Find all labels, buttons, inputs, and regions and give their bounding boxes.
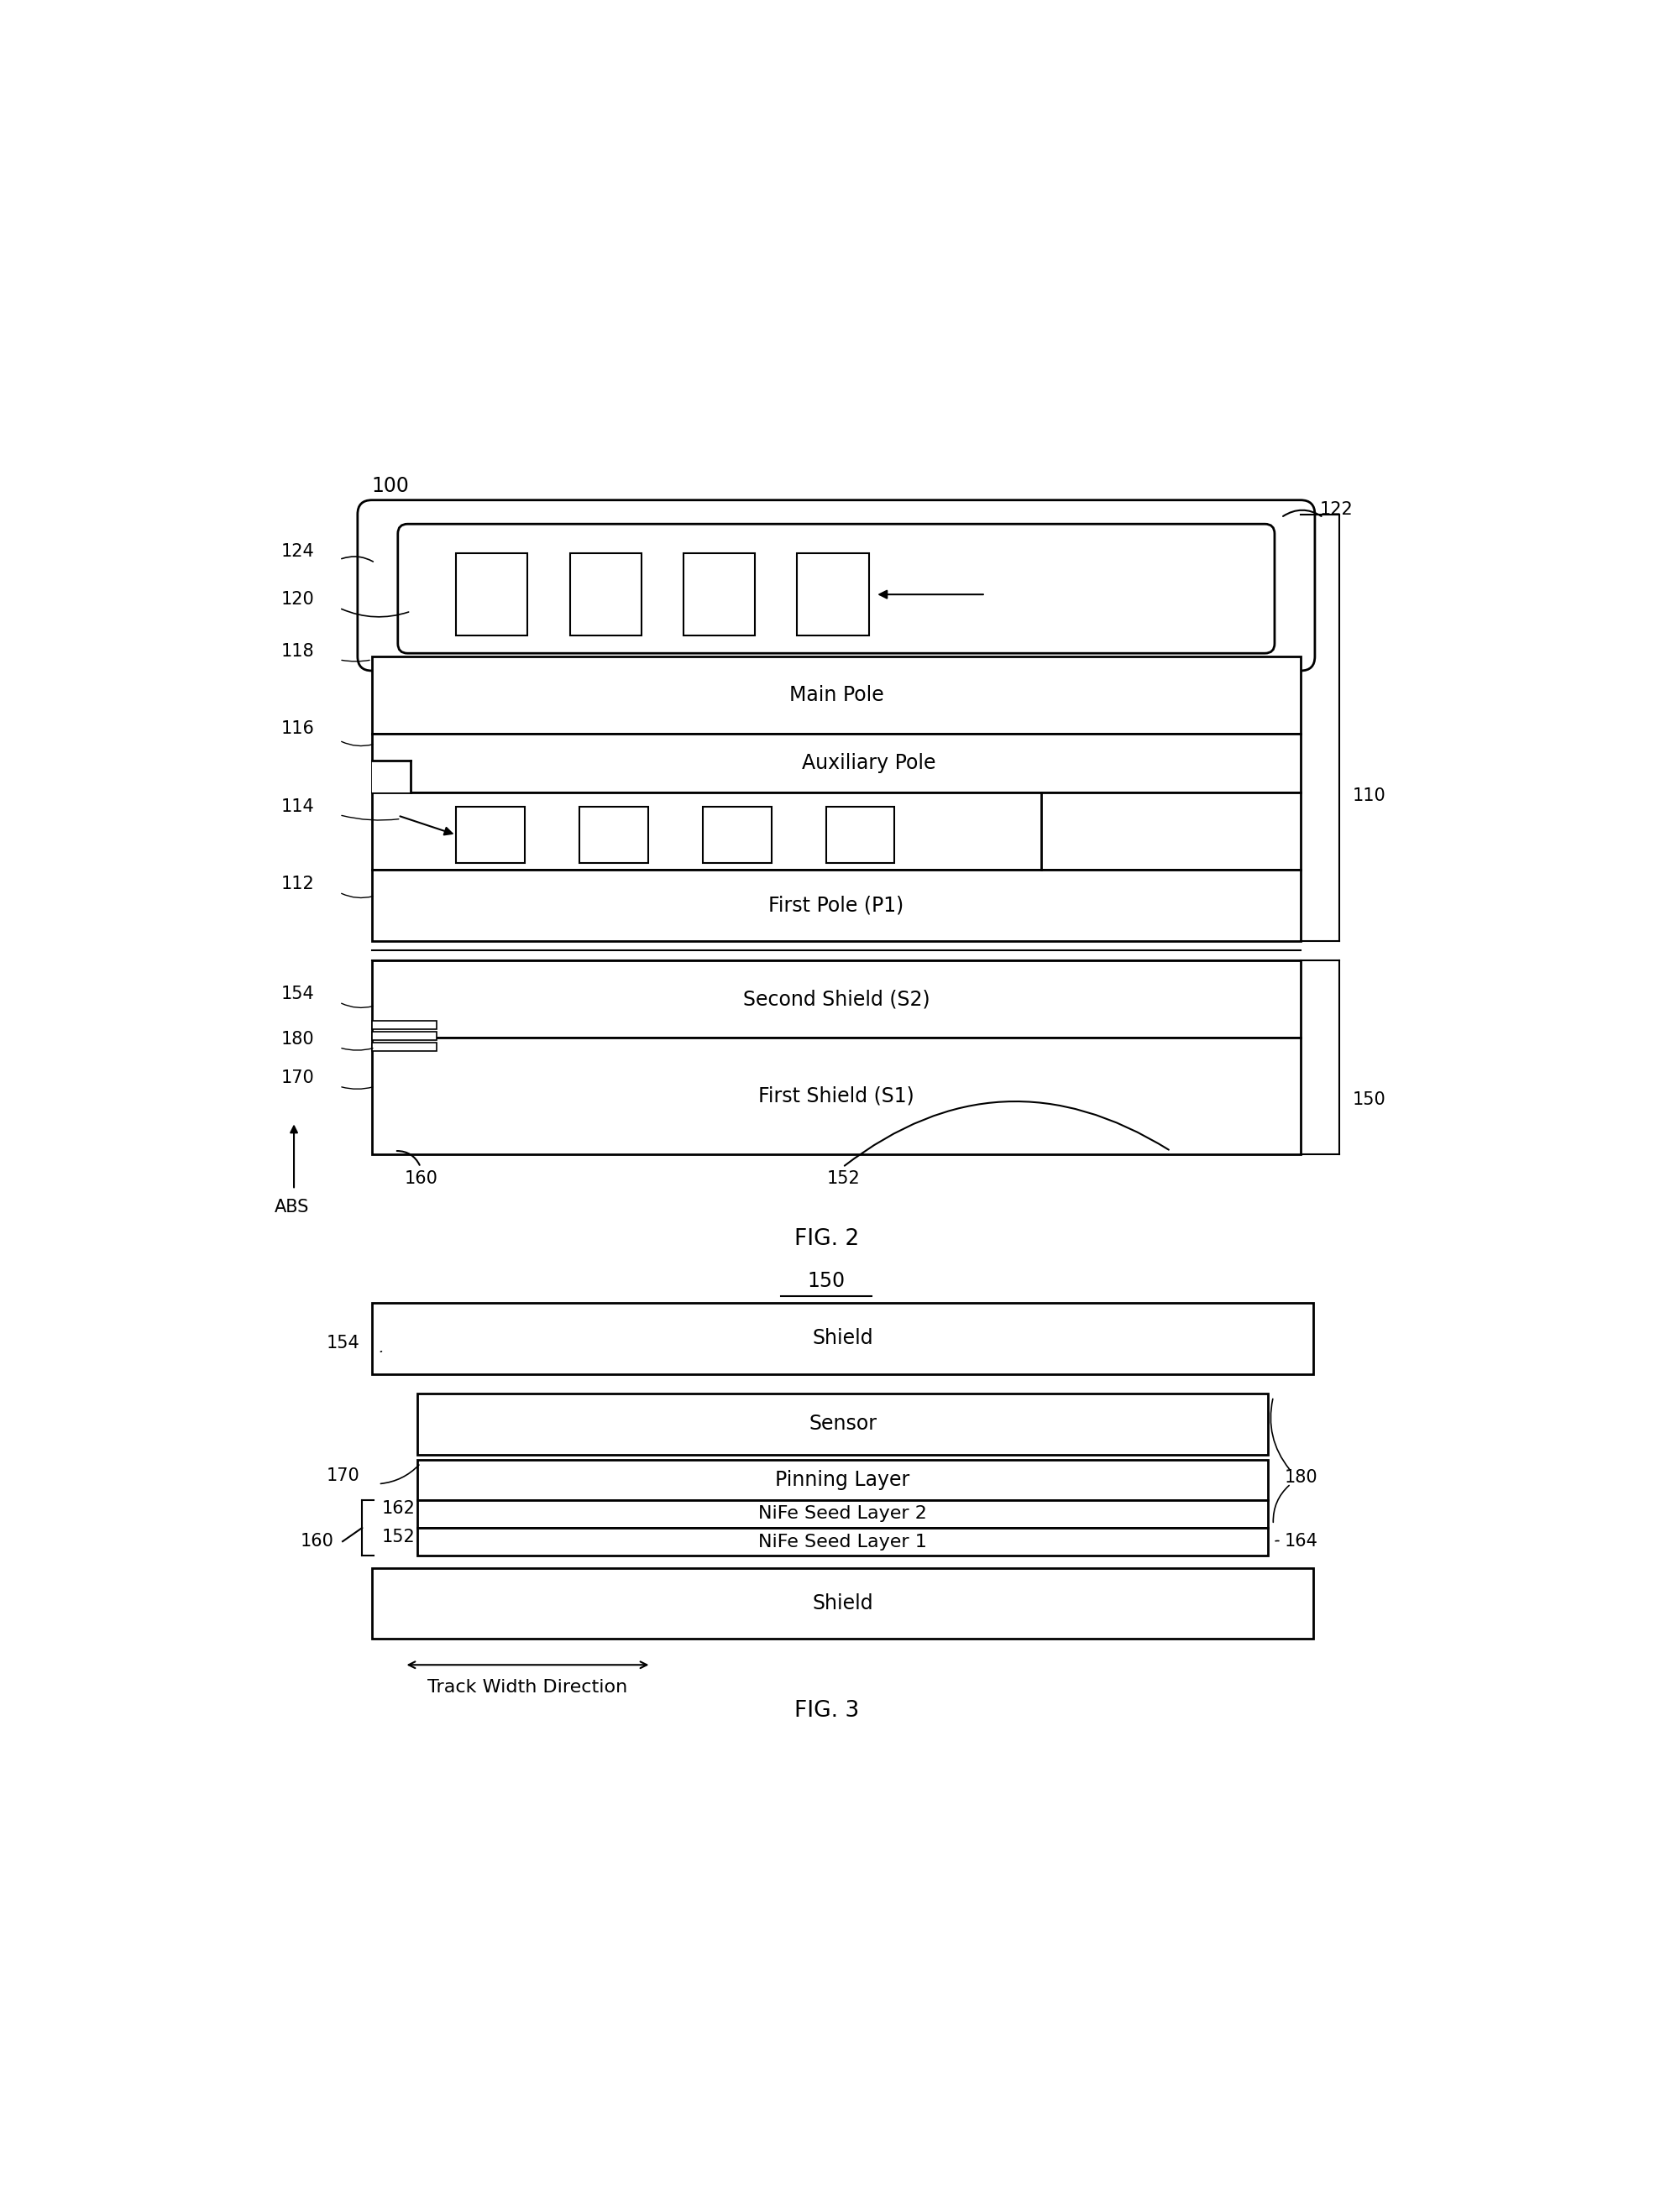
Bar bbox=[372, 1037, 1301, 1155]
Bar bbox=[417, 1460, 1269, 1500]
Text: 154: 154 bbox=[282, 987, 315, 1002]
Bar bbox=[372, 657, 1301, 734]
Bar bbox=[372, 792, 1301, 869]
Bar bbox=[372, 1042, 437, 1051]
Bar bbox=[417, 1394, 1269, 1455]
Bar bbox=[372, 1031, 437, 1040]
Text: NiFe Seed Layer 2: NiFe Seed Layer 2 bbox=[758, 1506, 927, 1522]
FancyBboxPatch shape bbox=[397, 524, 1274, 653]
Bar bbox=[570, 553, 642, 635]
Text: 160: 160 bbox=[404, 1170, 437, 1186]
Bar bbox=[417, 1500, 1269, 1528]
Text: Sensor: Sensor bbox=[810, 1413, 877, 1433]
Text: Shield: Shield bbox=[813, 1593, 873, 1613]
Text: Track Width Direction: Track Width Direction bbox=[427, 1679, 628, 1694]
Bar bbox=[372, 1303, 1314, 1374]
Text: Pinning Layer: Pinning Layer bbox=[776, 1471, 910, 1491]
Text: First Pole (P1): First Pole (P1) bbox=[769, 896, 903, 916]
Text: Auxiliary Pole: Auxiliary Pole bbox=[801, 752, 935, 774]
Text: 180: 180 bbox=[1284, 1469, 1317, 1486]
FancyBboxPatch shape bbox=[357, 500, 1316, 670]
Text: 100: 100 bbox=[372, 476, 409, 495]
Text: Second Shield (S2): Second Shield (S2) bbox=[742, 989, 930, 1009]
Text: First Shield (S1): First Shield (S1) bbox=[758, 1086, 913, 1106]
Text: 152: 152 bbox=[826, 1170, 860, 1186]
Text: 118: 118 bbox=[282, 644, 313, 659]
Bar bbox=[798, 553, 868, 635]
Bar bbox=[372, 960, 1301, 1037]
Text: FIG. 2: FIG. 2 bbox=[794, 1228, 858, 1250]
Text: ABS: ABS bbox=[275, 1199, 308, 1217]
Text: 162: 162 bbox=[382, 1500, 416, 1517]
Text: 170: 170 bbox=[327, 1467, 360, 1484]
Bar bbox=[372, 734, 1301, 792]
Text: 164: 164 bbox=[1284, 1533, 1317, 1551]
Text: 112: 112 bbox=[282, 876, 315, 894]
Text: 180: 180 bbox=[282, 1031, 313, 1048]
Bar bbox=[684, 553, 754, 635]
Text: 152: 152 bbox=[382, 1528, 416, 1546]
Text: NiFe Seed Layer 1: NiFe Seed Layer 1 bbox=[758, 1533, 927, 1551]
Bar bbox=[456, 553, 528, 635]
Bar bbox=[372, 869, 1301, 940]
Text: 120: 120 bbox=[282, 591, 315, 608]
Text: 124: 124 bbox=[282, 542, 315, 560]
Text: 110: 110 bbox=[1353, 787, 1386, 803]
Text: 116: 116 bbox=[282, 721, 315, 737]
Bar bbox=[372, 761, 411, 792]
Text: 170: 170 bbox=[282, 1071, 315, 1086]
Text: Return Shield: Return Shield bbox=[769, 553, 903, 573]
Bar bbox=[580, 807, 649, 863]
Text: 160: 160 bbox=[300, 1533, 334, 1551]
Text: 154: 154 bbox=[327, 1334, 360, 1352]
Text: Shield: Shield bbox=[813, 1329, 873, 1349]
Text: Main Pole: Main Pole bbox=[789, 686, 883, 706]
Bar bbox=[456, 807, 525, 863]
Text: 150: 150 bbox=[808, 1270, 845, 1292]
Bar bbox=[372, 1568, 1314, 1639]
Text: 114: 114 bbox=[282, 799, 315, 814]
Text: FIG. 3: FIG. 3 bbox=[794, 1699, 858, 1721]
Text: 122: 122 bbox=[1321, 500, 1354, 518]
Bar bbox=[826, 807, 895, 863]
Bar bbox=[372, 1020, 437, 1029]
Bar bbox=[704, 807, 771, 863]
Bar bbox=[417, 1528, 1269, 1555]
Text: 150: 150 bbox=[1353, 1091, 1386, 1108]
